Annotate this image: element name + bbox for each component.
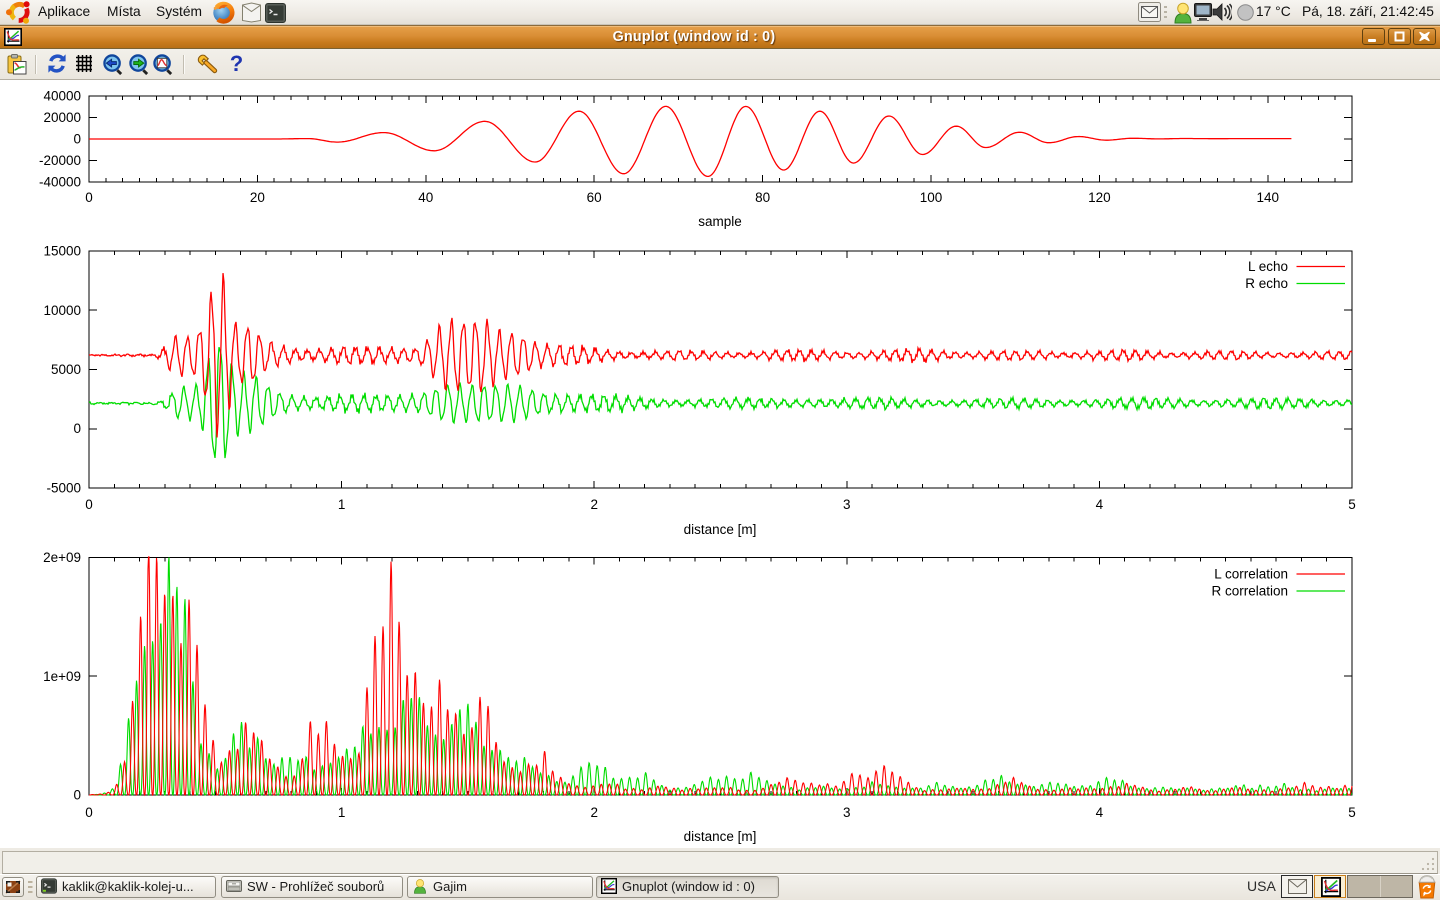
svg-text:-20000: -20000 xyxy=(39,153,81,168)
svg-text:?: ? xyxy=(230,54,243,76)
svg-text:distance [m]: distance [m] xyxy=(684,522,757,537)
svg-text:L correlation: L correlation xyxy=(1214,567,1288,582)
svg-text:R echo: R echo xyxy=(1245,276,1288,291)
svg-text:R correlation: R correlation xyxy=(1211,584,1288,599)
svg-text:L echo: L echo xyxy=(1248,259,1288,274)
svg-text:80: 80 xyxy=(755,190,770,205)
svg-text:40000: 40000 xyxy=(43,89,81,104)
svg-text:4: 4 xyxy=(1096,497,1104,512)
svg-text:2: 2 xyxy=(590,805,598,820)
svg-text:15000: 15000 xyxy=(43,244,81,259)
svg-text:-5000: -5000 xyxy=(46,481,81,496)
svg-text:0: 0 xyxy=(85,497,93,512)
svg-text:0: 0 xyxy=(85,805,93,820)
svg-text:3: 3 xyxy=(843,805,851,820)
svg-text:60: 60 xyxy=(587,190,602,205)
svg-text:sample: sample xyxy=(698,214,742,229)
svg-text:140: 140 xyxy=(1257,190,1280,205)
svg-text:20: 20 xyxy=(250,190,265,205)
svg-text:0: 0 xyxy=(73,132,81,147)
svg-text:distance [m]: distance [m] xyxy=(684,829,757,844)
svg-text:1: 1 xyxy=(338,497,346,512)
svg-text:0: 0 xyxy=(73,421,81,436)
svg-text:0: 0 xyxy=(85,190,93,205)
svg-text:2e+09: 2e+09 xyxy=(43,550,81,565)
svg-text:120: 120 xyxy=(1088,190,1111,205)
svg-text:4: 4 xyxy=(1096,805,1104,820)
svg-text:1: 1 xyxy=(338,805,346,820)
svg-text:3: 3 xyxy=(843,497,851,512)
svg-text:100: 100 xyxy=(920,190,943,205)
svg-text:2: 2 xyxy=(590,497,598,512)
svg-text:5000: 5000 xyxy=(51,362,81,377)
svg-text:20000: 20000 xyxy=(43,110,81,125)
svg-text:-40000: -40000 xyxy=(39,174,81,189)
svg-text:5: 5 xyxy=(1348,497,1356,512)
svg-text:0: 0 xyxy=(73,788,81,803)
svg-text:1e+09: 1e+09 xyxy=(43,669,81,684)
svg-text:40: 40 xyxy=(418,190,433,205)
svg-text:5: 5 xyxy=(1348,805,1356,820)
svg-text:10000: 10000 xyxy=(43,303,81,318)
